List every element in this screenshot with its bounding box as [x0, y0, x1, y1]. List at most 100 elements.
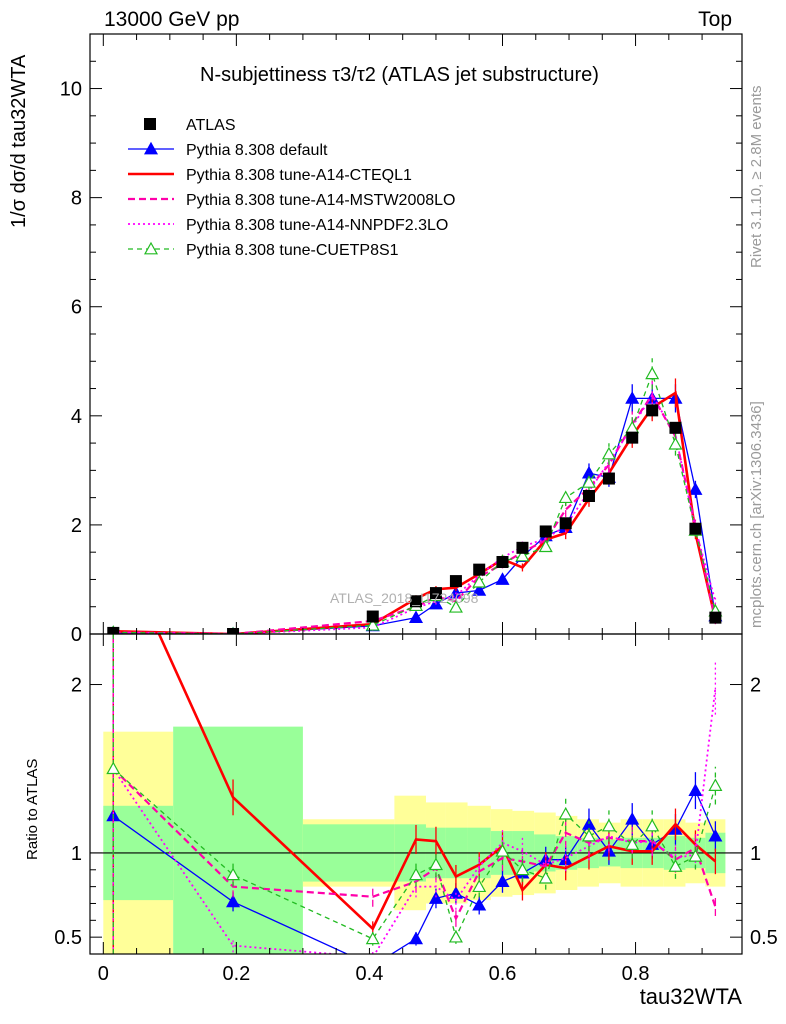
data-point-11 — [582, 490, 595, 502]
main-marker-cuetp8s1-15 — [668, 436, 683, 450]
xtick-label-0.4: 0.4 — [356, 963, 384, 985]
ratio-marker-default-17 — [708, 828, 723, 842]
ratio-marker-default-13 — [625, 812, 640, 825]
ratio-marker-cuetp8s1-9 — [538, 870, 553, 884]
ratio-line-default — [112, 789, 716, 954]
mcplots-label: mcplots.cern.ch [arXiv:1306.3436] — [748, 401, 765, 628]
main-ytick-label-8: 8 — [71, 188, 82, 210]
main-marker-cuetp8s1-6 — [472, 574, 487, 588]
data-point-7 — [496, 556, 509, 568]
ratio-marker-cuetp8s1-17 — [708, 778, 723, 791]
ratio-marker-cuetp8s1-14 — [645, 818, 660, 832]
main-ytick-label-6: 6 — [71, 297, 82, 319]
ratio-marker-default-3 — [408, 931, 424, 945]
ratio-line-cteql1 — [157, 634, 717, 931]
main-marker-default-7 — [495, 572, 510, 585]
ratio-marker-default-1 — [226, 894, 241, 908]
ratio-marker-cuetp8s1-16 — [688, 849, 703, 862]
header-right: Top — [698, 8, 732, 31]
ratio-ytick-label-r-1: 1 — [750, 843, 761, 865]
ratio-ytick-label-l-1: 1 — [71, 843, 82, 865]
watermark: ATLAS_2018_I1724098 — [330, 590, 479, 606]
data-point-4 — [429, 587, 442, 600]
data-point-5 — [449, 575, 462, 588]
legend-label-data: ATLAS — [186, 117, 236, 134]
main-marker-cuetp8s1-13 — [625, 420, 640, 434]
main-marker-cuetp8s1-2 — [365, 618, 380, 631]
ratio-line-mstw — [112, 767, 717, 922]
legend-marker-default — [143, 141, 159, 155]
main-marker-cuetp8s1-12 — [601, 446, 616, 460]
main-ytick-label-2: 2 — [71, 515, 82, 537]
legend-label-mstw: Pythia 8.308 tune-A14-MSTW2008LO — [186, 192, 455, 209]
data-point-13 — [626, 431, 639, 444]
legend: ATLAS Pythia 8.308 default Pythia 8.308 tu… — [128, 117, 455, 259]
data-point-12 — [602, 472, 615, 485]
main-plot-area — [107, 358, 723, 634]
ratio-marker-cuetp8s1-2 — [365, 931, 380, 945]
main-line-cuetp8s1 — [113, 371, 717, 634]
main-ytick-label-10: 10 — [60, 79, 82, 101]
ratio-marker-cuetp8s1-7 — [495, 844, 510, 857]
legend-marker-cuetp8s1 — [143, 241, 159, 255]
main-marker-default-13 — [625, 391, 640, 404]
ratio-marker-default-6 — [472, 897, 487, 911]
ratio-marker-default-7 — [495, 874, 510, 887]
ratio-marker-cuetp8s1-3 — [408, 867, 424, 881]
data-point-17 — [709, 611, 722, 624]
data-point-15 — [669, 421, 682, 434]
main-marker-cuetp8s1-9 — [538, 539, 553, 553]
header-left: 13000 GeV pp — [104, 8, 240, 31]
ratio-marker-cuetp8s1-5 — [448, 929, 463, 943]
ratio-y-axis-label: Ratio to ATLAS — [24, 758, 41, 860]
ratio-marker-cuetp8s1-1 — [226, 867, 241, 881]
main-marker-cuetp8s1-5 — [448, 600, 463, 613]
data-point-14 — [646, 404, 659, 417]
ratio-marker-cuetp8s1-12 — [601, 818, 616, 832]
ratio-line-nnpdf — [112, 687, 717, 954]
main-marker-default-3 — [408, 610, 424, 624]
main-marker-default-6 — [472, 583, 487, 596]
chart-title: N-subjettiness τ3/τ2 (ATLAS jet substruc… — [200, 64, 599, 86]
ratio-marker-cuetp8s1-15 — [668, 859, 683, 872]
data-point-9 — [539, 525, 552, 538]
ratio-marker-cuetp8s1-6 — [472, 879, 487, 893]
xtick-label-0.6: 0.6 — [489, 963, 517, 985]
legend-label-nnpdf: Pythia 8.308 tune-A14-NNPDF2.3LO — [186, 217, 448, 234]
ratio-ytick-label-r-0.5: 0.5 — [750, 927, 778, 949]
main-ytick-label-0: 0 — [71, 624, 82, 646]
ratio-ytick-label-l-2: 2 — [71, 675, 82, 697]
ratio-marker-cuetp8s1-13 — [625, 837, 640, 850]
ratio-marker-default-16 — [688, 783, 703, 797]
data-point-16 — [689, 522, 702, 535]
ratio-marker-cuetp8s1-8 — [515, 862, 530, 876]
main-marker-cuetp8s1-11 — [581, 475, 596, 488]
legend-label-cuetp8s1: Pythia 8.308 tune-CUETP8S1 — [186, 242, 399, 259]
axis-ticks: 0 2 4 6 8 10 0 0.2 0.4 0.6 0.8 0.5 0.5 1 1 2 2 — [54, 33, 778, 985]
data-point-3 — [410, 595, 422, 608]
xtick-label-0: 0 — [98, 963, 109, 985]
main-ytick-label-4: 4 — [71, 406, 82, 428]
data-point-8 — [516, 541, 529, 554]
rivet-version-label: Rivet 3.1.10, ≥ 2.8M events — [748, 85, 765, 269]
legend-label-cteql1: Pythia 8.308 tune-A14-CTEQL1 — [186, 167, 412, 184]
ratio-marker-cuetp8s1-4 — [428, 857, 443, 871]
xtick-label-0.8: 0.8 — [622, 963, 650, 985]
data-point-6 — [473, 563, 486, 576]
ratio-ytick-label-l-0.5: 0.5 — [54, 927, 82, 949]
ratio-plot-area — [106, 634, 723, 954]
ratio-frame — [89, 633, 743, 955]
ratio-marker-cuetp8s1-10 — [558, 806, 573, 820]
ratio-line-cuetp8s1 — [112, 768, 717, 940]
ratio-marker-cuetp8s1-11 — [581, 828, 596, 842]
x-axis-label: tau32WTA — [639, 984, 742, 1009]
legend-label-default: Pythia 8.308 default — [186, 142, 328, 159]
ratio-marker-cuetp8s1-0 — [106, 761, 121, 775]
ratio-ytick-label-r-2: 2 — [750, 675, 761, 697]
main-marker-default-16 — [688, 482, 703, 495]
data-point-1 — [227, 628, 240, 634]
legend-swatch-data — [144, 118, 156, 130]
xtick-label-0.2: 0.2 — [222, 963, 250, 985]
ratio-marker-default-4 — [428, 891, 443, 904]
